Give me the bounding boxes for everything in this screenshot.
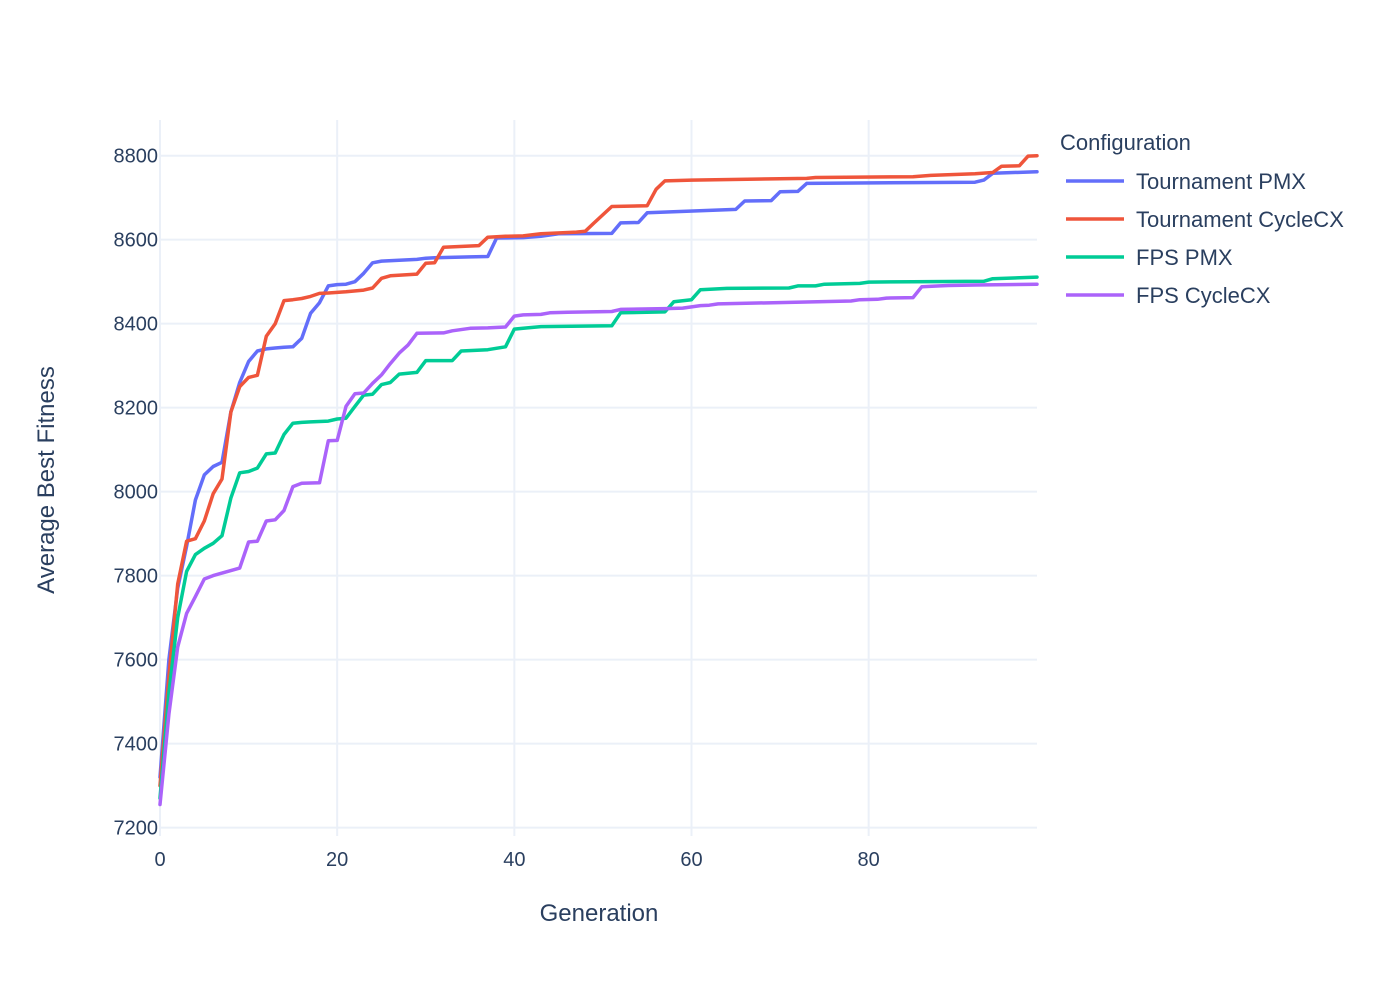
legend-item[interactable]: Tournament PMX (1066, 169, 1306, 194)
gridlines (159, 120, 1037, 836)
y-tick-label: 8000 (114, 482, 159, 504)
y-tick-label: 8400 (114, 314, 159, 336)
x-tick-label: 20 (326, 849, 348, 871)
legend-item[interactable]: FPS CycleCX (1066, 283, 1271, 308)
y-tick-label: 7600 (114, 650, 159, 672)
series-line-4 (158, 282, 1039, 807)
y-tick-label: 8600 (114, 230, 159, 252)
series-line-2 (158, 153, 1039, 788)
legend-title: Configuration (1060, 130, 1191, 155)
x-axis-title: Generation (540, 900, 659, 927)
legend-label: FPS CycleCX (1136, 283, 1271, 308)
y-tick-label: 7400 (114, 734, 159, 756)
legend-label: Tournament CycleCX (1136, 207, 1344, 232)
y-tick-label: 8200 (114, 398, 159, 420)
x-tick-label: 0 (154, 849, 165, 871)
legend: Configuration Tournament PMX Tournament C… (1060, 130, 1344, 308)
x-tick-label: 80 (858, 849, 880, 871)
y-tick-label: 8800 (114, 146, 159, 168)
y-axis-title: Average Best Fitness (33, 366, 60, 594)
tick-labels: 7200 7400 7600 7800 8000 8200 8400 8600 8800 0 20 4… (114, 146, 880, 871)
legend-items: Tournament PMX Tournament CycleCX FPS PMX F… (1066, 169, 1344, 308)
y-tick-label: 7200 (114, 818, 159, 840)
series-line-3 (158, 275, 1039, 800)
legend-label: FPS PMX (1136, 245, 1233, 270)
y-tick-label: 7800 (114, 566, 159, 588)
legend-item[interactable]: FPS PMX (1066, 245, 1233, 270)
legend-label: Tournament PMX (1136, 169, 1306, 194)
x-tick-label: 60 (680, 849, 702, 871)
series-lines (158, 153, 1039, 807)
legend-item[interactable]: Tournament CycleCX (1066, 207, 1344, 232)
x-tick-label: 40 (503, 849, 525, 871)
